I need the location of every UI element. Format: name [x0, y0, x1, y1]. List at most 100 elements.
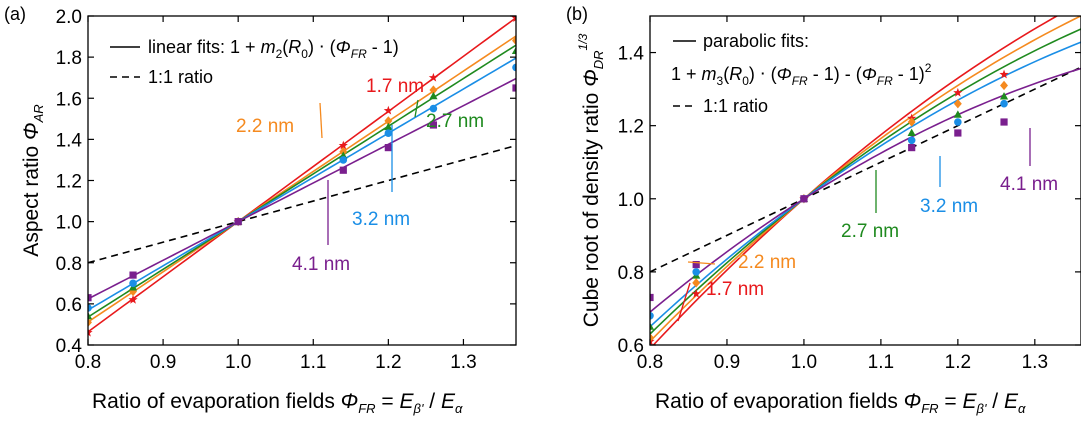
series-annotation: 3.2 nm: [920, 196, 978, 217]
series-annotation: 1.7 nm: [706, 279, 764, 300]
y-axis-label: Aspect ratio ΦAR: [20, 104, 46, 256]
data-point: [999, 69, 1009, 79]
data-point: [429, 104, 438, 113]
data-point: [1000, 80, 1008, 91]
legend-ratio-label: 1:1 ratio: [148, 67, 213, 87]
data-point: [88, 304, 92, 312]
x-tick-label: 1.3: [450, 352, 476, 373]
fit-line-27nm: [88, 44, 516, 318]
y-tick-label: 1.4: [618, 44, 645, 65]
series-annotation: 2.2 nm: [236, 116, 294, 137]
panel-label: (b): [566, 4, 588, 24]
data-markers: [650, 69, 1009, 345]
series-annotation: 4.1 nm: [1000, 174, 1058, 195]
y-axis-label: Cube root of density ratio ΦDR1/3: [576, 33, 606, 327]
series-annotation: 1.7 nm: [366, 76, 424, 97]
data-point: [429, 85, 438, 95]
data-point: [512, 84, 516, 92]
annotation-leader: [677, 282, 691, 322]
data-point: [692, 268, 700, 276]
y-tick-label: 1.0: [618, 190, 644, 211]
fit-line-17nm: [652, 16, 1059, 345]
data-point: [954, 129, 962, 137]
data-point: [650, 336, 655, 345]
series-annotation: 4.1 nm: [292, 254, 350, 275]
series-annotation: 2.7 nm: [841, 221, 899, 242]
fit-line-41nm: [88, 77, 516, 300]
data-point: [383, 105, 393, 115]
annotation-leader: [319, 102, 323, 139]
data-point: [650, 293, 654, 302]
fit-curves: [88, 17, 516, 333]
annotation-leader: [687, 261, 716, 265]
x-axis-label: Ratio of evaporation fields ΦFR = Eβ' / …: [92, 390, 463, 416]
x-tick-label: 0.9: [714, 352, 740, 373]
y-tick-label: 1.2: [56, 172, 82, 193]
legend-ratio-label: 1:1 ratio: [703, 96, 768, 116]
legend: parabolic fits: 1 + m3(R0) ⋅ (ΦFR - 1) - …: [671, 31, 932, 116]
data-point: [88, 327, 93, 337]
y-tick-label: 1.2: [618, 117, 644, 138]
data-point: [953, 110, 962, 118]
data-point: [429, 91, 438, 100]
data-point: [953, 99, 962, 109]
fit-line-41nm: [650, 67, 1081, 313]
x-tick-label: 1.1: [868, 352, 894, 373]
y-tick-label: 0.6: [618, 336, 644, 357]
data-point: [428, 72, 439, 82]
x-tick-label: 0.9: [150, 352, 176, 373]
x-tick-label: 1.0: [225, 352, 251, 373]
data-point: [384, 129, 393, 138]
y-tick-label: 0.8: [618, 263, 644, 284]
data-point: [88, 311, 93, 320]
x-axis-label: Ratio of evaporation fields ΦFR = Eβ' / …: [655, 390, 1026, 416]
y-tick-label: 0.4: [56, 336, 83, 357]
data-point: [953, 87, 963, 97]
x-tick-label: 1.2: [945, 352, 971, 373]
plot-frame: [649, 15, 1081, 346]
data-point: [650, 311, 654, 320]
data-point: [511, 16, 516, 22]
y-tick-label: 1.6: [56, 89, 82, 110]
chart-panel-b: 0.8 0.9 1.0 1.1 1.2 1.30.60.81.01.21.4(b)Rati…: [566, 4, 1081, 416]
data-point: [650, 333, 654, 343]
data-point: [800, 195, 808, 203]
data-point: [128, 294, 138, 304]
data-point: [384, 116, 393, 126]
data-point: [88, 294, 92, 302]
data-point: [954, 118, 962, 126]
y-tick-label: 0.8: [56, 254, 82, 275]
data-markers: [88, 16, 516, 337]
series-annotation: 2.2 nm: [738, 252, 796, 273]
data-point: [234, 218, 242, 226]
annotation-leader: [414, 99, 419, 118]
data-point: [129, 279, 137, 288]
data-point: [908, 144, 916, 152]
data-point: [1000, 99, 1008, 108]
legend-fit-label: parabolic fits:: [703, 31, 809, 51]
reference-line-1-1: [88, 144, 516, 264]
y-tick-label: 1.8: [56, 48, 82, 69]
data-point: [129, 271, 137, 279]
legend-fit-formula: 1 + m3(R0) ⋅ (ΦFR - 1) - (ΦFR - 1)2: [671, 61, 932, 88]
data-point: [907, 117, 916, 127]
x-tick-label: 1.1: [300, 352, 326, 373]
data-point: [1000, 118, 1008, 126]
series-annotation: 3.2 nm: [352, 209, 410, 230]
fit-line-17nm: [88, 17, 516, 333]
reference-line-1-1: [650, 66, 1081, 273]
data-point: [339, 156, 348, 164]
data-point: [512, 35, 516, 46]
fit-line-32nm: [650, 41, 1081, 328]
chart-panel-a: 0.8 0.9 1.0 1.1 1.2 1.3 0.4 0.6 0.8 1.0 1.2 1.4 1.6 1…: [4, 4, 517, 416]
data-point: [999, 92, 1009, 100]
data-point: [384, 122, 393, 131]
fit-line-27nm: [650, 28, 1081, 335]
legend: linear fits: 1 + m2(R0) ⋅ (ΦFR - 1) 1:1 r…: [110, 37, 399, 87]
x-tick-label: 1.3: [1022, 352, 1048, 373]
y-tick-label: 1.4: [56, 130, 83, 151]
y-tick-label: 0.6: [56, 295, 82, 316]
data-point: [907, 136, 916, 145]
legend-fit-label: linear fits: 1 + m2(R0) ⋅ (ΦFR - 1): [148, 37, 399, 61]
